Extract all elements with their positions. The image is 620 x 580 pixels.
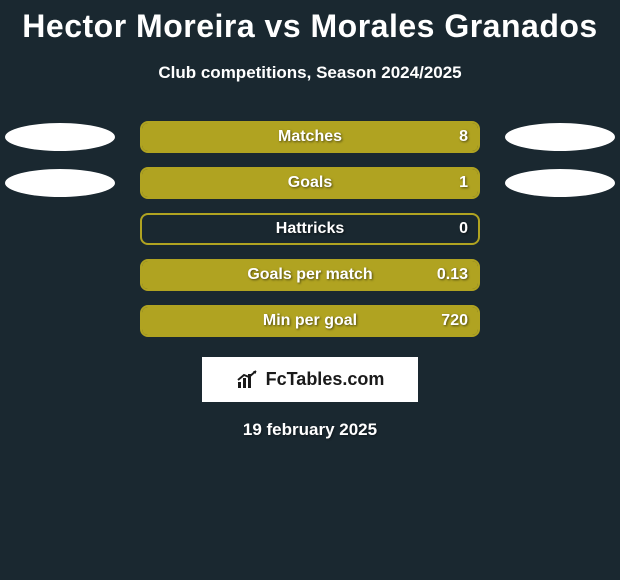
stat-row: Goals 1 bbox=[0, 167, 620, 199]
stat-row: Matches 8 bbox=[0, 121, 620, 153]
page-subtitle: Club competitions, Season 2024/2025 bbox=[0, 63, 620, 83]
stat-value: 720 bbox=[441, 312, 468, 330]
left-marker-dot bbox=[5, 169, 115, 197]
chart-icon bbox=[236, 370, 260, 390]
stat-label: Min per goal bbox=[263, 312, 357, 330]
stat-bar: Hattricks 0 bbox=[140, 213, 480, 245]
stat-bar: Min per goal 720 bbox=[140, 305, 480, 337]
stat-bar: Matches 8 bbox=[140, 121, 480, 153]
stat-bar: Goals per match 0.13 bbox=[140, 259, 480, 291]
right-dot-col bbox=[500, 169, 620, 197]
right-dot-col bbox=[500, 123, 620, 151]
comparison-infographic: Hector Moreira vs Morales Granados Club … bbox=[0, 0, 620, 580]
brand-text: FcTables.com bbox=[266, 369, 385, 390]
right-marker-dot bbox=[505, 169, 615, 197]
stat-value: 8 bbox=[459, 128, 468, 146]
stat-row: Min per goal 720 bbox=[0, 305, 620, 337]
stats-block: Matches 8 Goals 1 bbox=[0, 121, 620, 337]
right-dot-col bbox=[500, 261, 620, 289]
stat-value: 0.13 bbox=[437, 266, 468, 284]
left-dot-col bbox=[0, 123, 120, 151]
page-date: 19 february 2025 bbox=[0, 420, 620, 440]
left-dot-col bbox=[0, 169, 120, 197]
stat-bar: Goals 1 bbox=[140, 167, 480, 199]
left-dot-col bbox=[0, 307, 120, 335]
stat-value: 1 bbox=[459, 174, 468, 192]
right-marker-dot bbox=[505, 123, 615, 151]
right-dot-col bbox=[500, 307, 620, 335]
stat-row: Hattricks 0 bbox=[0, 213, 620, 245]
stat-label: Matches bbox=[278, 128, 342, 146]
right-dot-col bbox=[500, 215, 620, 243]
page-title: Hector Moreira vs Morales Granados bbox=[0, 0, 620, 45]
brand-badge: FcTables.com bbox=[202, 357, 418, 402]
stat-label: Goals bbox=[288, 174, 332, 192]
stat-label: Goals per match bbox=[247, 266, 372, 284]
left-dot-col bbox=[0, 215, 120, 243]
stat-label: Hattricks bbox=[276, 220, 344, 238]
left-dot-col bbox=[0, 261, 120, 289]
left-marker-dot bbox=[5, 123, 115, 151]
stat-value: 0 bbox=[459, 220, 468, 238]
stat-row: Goals per match 0.13 bbox=[0, 259, 620, 291]
